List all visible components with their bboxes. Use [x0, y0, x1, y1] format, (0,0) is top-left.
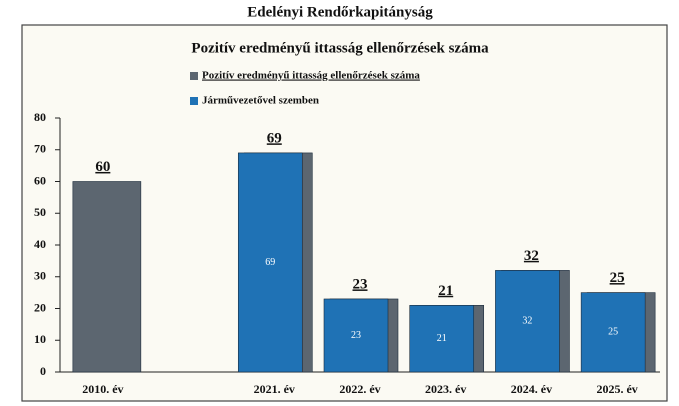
page-header: Edelényi Rendőrkapitányság: [247, 4, 433, 20]
legend-swatch: [190, 97, 198, 105]
y-tick-label: 10: [34, 332, 46, 346]
value-label: 21: [438, 283, 453, 299]
x-tick-label: 2024. év: [511, 382, 552, 396]
x-tick-label: 2025. év: [596, 382, 637, 396]
value-label: 32: [524, 248, 539, 264]
x-tick-label: 2010. év: [82, 382, 123, 396]
y-tick-label: 60: [34, 173, 46, 187]
y-tick-label: 30: [34, 269, 46, 283]
value-label: 32: [522, 315, 532, 326]
value-label: 69: [265, 257, 275, 268]
bar: [73, 182, 141, 373]
legend-label: Pozitív eredményű ittasság ellenőrzések …: [202, 70, 420, 82]
x-tick-label: 2023. év: [425, 382, 466, 396]
value-label: 25: [608, 327, 618, 338]
value-label: 60: [95, 159, 110, 175]
legend-swatch: [190, 72, 198, 80]
y-tick-label: 40: [34, 237, 46, 251]
x-tick-label: 2021. év: [254, 382, 295, 396]
chart-title: Pozitív eredményű ittasság ellenőrzések …: [191, 40, 489, 56]
y-tick-label: 0: [40, 364, 46, 378]
legend-label: Járművezetővel szemben: [202, 95, 319, 107]
page: Edelényi Rendőrkapitányság Pozitív eredm…: [0, 0, 679, 406]
value-label: 23: [351, 330, 361, 341]
y-tick-label: 70: [34, 142, 46, 156]
value-label: 69: [267, 130, 282, 146]
y-tick-label: 50: [34, 205, 46, 219]
x-tick-label: 2022. év: [339, 382, 380, 396]
y-tick-label: 80: [34, 110, 46, 124]
y-tick-label: 20: [34, 300, 46, 314]
value-label: 23: [353, 276, 368, 292]
value-label: 25: [610, 270, 625, 286]
value-label: 21: [437, 333, 447, 344]
